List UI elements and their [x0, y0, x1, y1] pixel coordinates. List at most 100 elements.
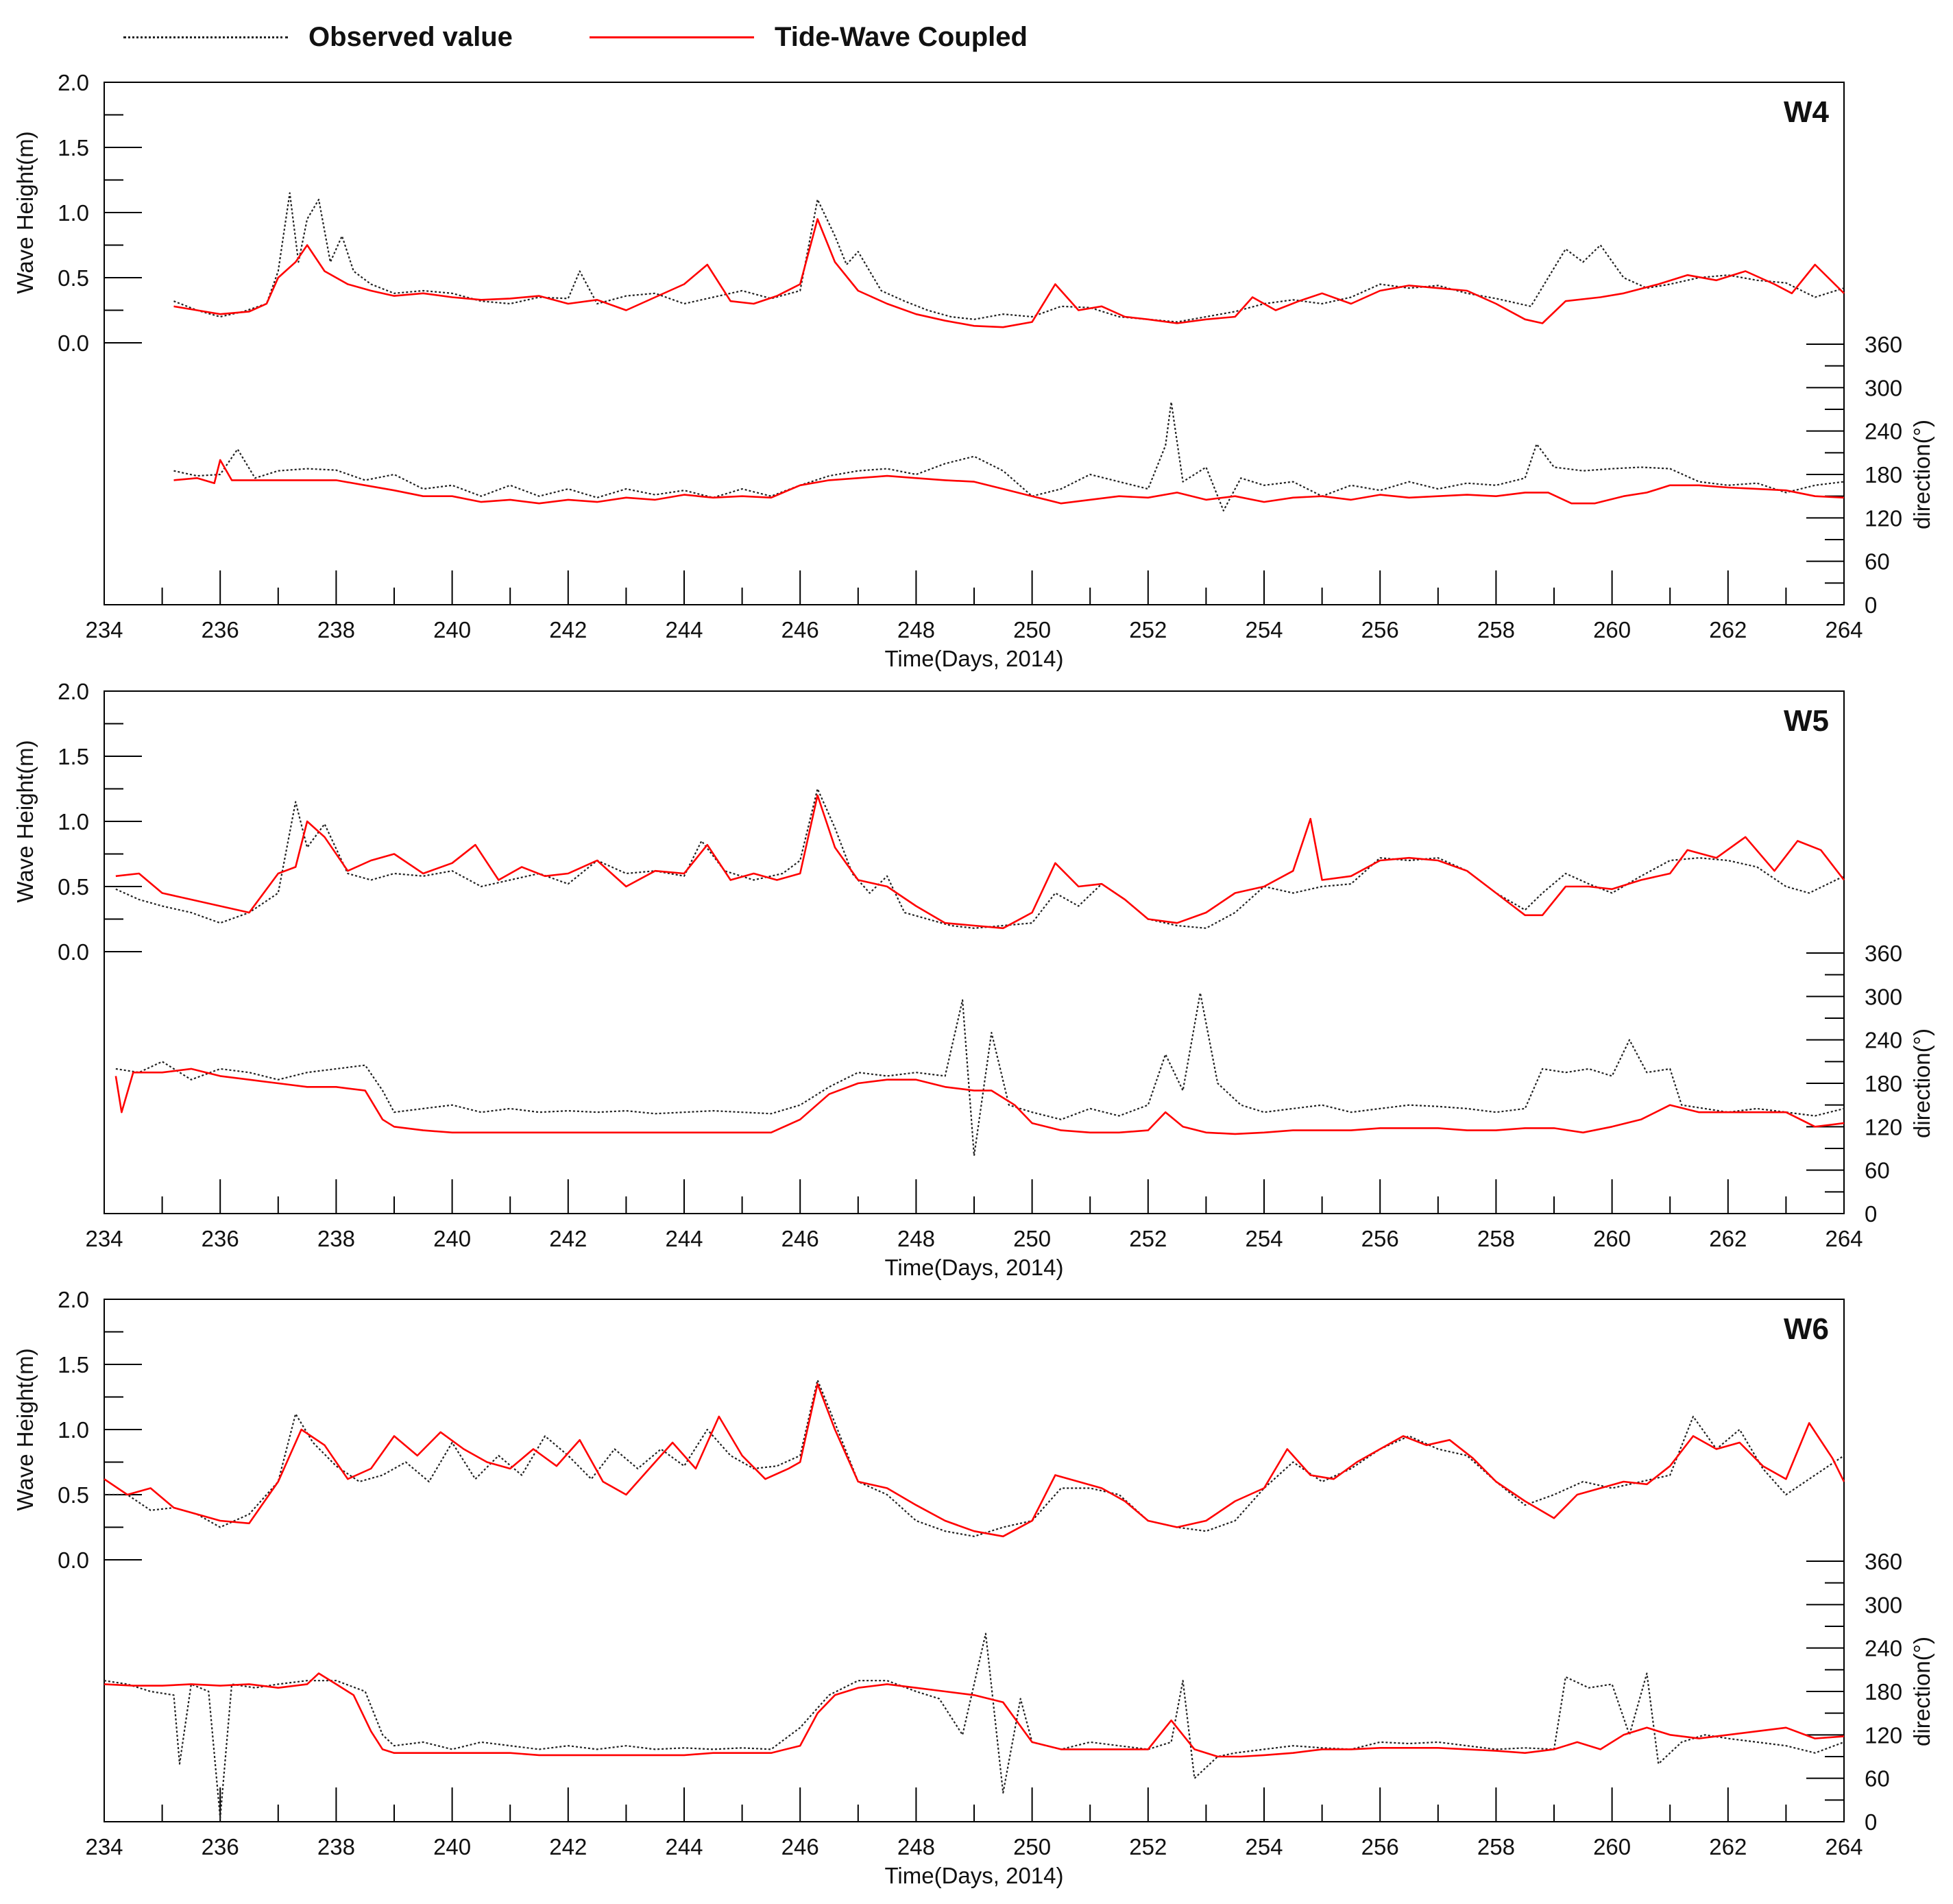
x-tick-label: 236	[202, 617, 239, 642]
x-tick-label: 256	[1361, 1226, 1399, 1251]
x-tick-label: 254	[1245, 617, 1283, 642]
height-tick-label: 2.0	[58, 679, 89, 704]
height-axis-label: Wave Height(m)	[12, 131, 38, 293]
panel-label: W4	[1784, 95, 1830, 129]
direction-series-observed	[173, 401, 1845, 511]
x-tick-label: 248	[897, 1834, 935, 1859]
height-tick-label: 0.5	[58, 265, 89, 291]
x-axis-label: Time(Days, 2014)	[884, 1863, 1063, 1888]
direction-tick-label: 360	[1865, 332, 1902, 357]
height-tick-label: 0.0	[58, 939, 89, 965]
x-tick-label: 234	[85, 1226, 123, 1251]
direction-tick-label: 180	[1865, 1071, 1902, 1096]
height-series-model	[104, 1383, 1845, 1538]
x-tick-label: 260	[1593, 617, 1631, 642]
height-tick-label: 1.5	[58, 744, 89, 769]
legend-item-model: Tide-Wave Coupled	[590, 15, 1028, 59]
panel-label: W5	[1784, 704, 1829, 738]
direction-series-observed	[104, 1632, 1845, 1819]
x-tick-label: 238	[317, 1226, 355, 1251]
direction-series-model	[114, 1068, 1845, 1135]
direction-tick-label: 180	[1865, 1679, 1902, 1704]
x-tick-label: 262	[1709, 1834, 1747, 1859]
x-tick-label: 238	[317, 1834, 355, 1859]
height-axis-label: Wave Height(m)	[12, 740, 38, 902]
height-tick-label: 1.5	[58, 1352, 89, 1377]
x-tick-label: 242	[549, 1834, 587, 1859]
x-tick-label: 242	[549, 617, 587, 642]
panel-label: W6	[1784, 1312, 1829, 1346]
height-tick-label: 1.0	[58, 809, 89, 834]
height-tick-label: 0.0	[58, 1547, 89, 1573]
x-tick-label: 246	[781, 617, 819, 642]
direction-tick-label: 360	[1865, 941, 1902, 966]
x-tick-label: 248	[897, 617, 935, 642]
x-tick-label: 252	[1129, 1834, 1167, 1859]
height-series-model	[115, 794, 1845, 930]
direction-tick-label: 240	[1865, 1028, 1902, 1053]
height-tick-label: 0.0	[58, 330, 89, 356]
direction-tick-label: 300	[1865, 984, 1902, 1009]
x-tick-label: 246	[781, 1834, 819, 1859]
height-tick-label: 0.5	[58, 874, 89, 900]
height-tick-label: 1.5	[58, 135, 89, 160]
x-tick-label: 256	[1361, 1834, 1399, 1859]
x-tick-label: 244	[665, 617, 703, 642]
height-series-model	[173, 218, 1845, 328]
x-tick-label: 242	[549, 1226, 587, 1251]
x-tick-label: 260	[1593, 1226, 1631, 1251]
direction-tick-label: 120	[1865, 1114, 1902, 1140]
x-tick-label: 264	[1825, 617, 1863, 642]
x-tick-label: 236	[202, 1226, 239, 1251]
x-axis-label: Time(Days, 2014)	[884, 646, 1063, 671]
x-tick-label: 262	[1709, 1226, 1747, 1251]
x-tick-label: 248	[897, 1226, 935, 1251]
direction-axis-label: direction(°)	[1909, 1637, 1934, 1746]
direction-tick-label: 120	[1865, 1722, 1902, 1748]
height-tick-label: 0.5	[58, 1482, 89, 1508]
direction-tick-label: 60	[1865, 1158, 1890, 1183]
direction-tick-label: 60	[1865, 1766, 1890, 1792]
x-tick-label: 234	[85, 617, 123, 642]
x-tick-label: 238	[317, 617, 355, 642]
direction-tick-label: 240	[1865, 419, 1902, 444]
x-tick-label: 252	[1129, 617, 1167, 642]
x-tick-label: 260	[1593, 1834, 1631, 1859]
x-tick-label: 264	[1825, 1834, 1863, 1859]
direction-series-model	[104, 1672, 1845, 1758]
x-tick-label: 264	[1825, 1226, 1863, 1251]
panel-w5: 234 236 238 240 242 244 246 248 250 252 254 256 258 2…	[12, 679, 1934, 1280]
height-tick-label: 2.0	[58, 1287, 89, 1312]
x-tick-label: 252	[1129, 1226, 1167, 1251]
x-tick-label: 236	[202, 1834, 239, 1859]
x-tick-label: 240	[433, 617, 471, 642]
direction-axis-label: direction(°)	[1909, 1028, 1934, 1138]
direction-series-model	[173, 459, 1845, 505]
direction-tick-label: 0	[1865, 1809, 1877, 1835]
direction-tick-label: 60	[1865, 549, 1890, 575]
x-tick-label: 240	[433, 1834, 471, 1859]
x-tick-label: 258	[1477, 617, 1515, 642]
height-tick-label: 1.0	[58, 1417, 89, 1443]
direction-tick-label: 300	[1865, 375, 1902, 400]
x-tick-label: 254	[1245, 1226, 1283, 1251]
legend-swatch-model	[590, 36, 754, 38]
plot-frame	[104, 82, 1845, 605]
x-tick-label: 258	[1477, 1226, 1515, 1251]
direction-tick-label: 0	[1865, 592, 1877, 618]
x-tick-label: 244	[665, 1834, 703, 1859]
plot-frame	[104, 690, 1845, 1214]
x-tick-label: 262	[1709, 617, 1747, 642]
direction-tick-label: 180	[1865, 462, 1902, 487]
direction-axis-label: direction(°)	[1909, 420, 1934, 529]
legend: Observed value Tide-Wave Coupled	[0, 0, 1953, 75]
direction-tick-label: 120	[1865, 505, 1902, 531]
height-tick-label: 2.0	[58, 70, 89, 95]
x-tick-label: 250	[1013, 617, 1051, 642]
x-axis-label: Time(Days, 2014)	[884, 1255, 1063, 1280]
x-tick-label: 258	[1477, 1834, 1515, 1859]
direction-tick-label: 300	[1865, 1592, 1902, 1617]
x-tick-label: 250	[1013, 1834, 1051, 1859]
